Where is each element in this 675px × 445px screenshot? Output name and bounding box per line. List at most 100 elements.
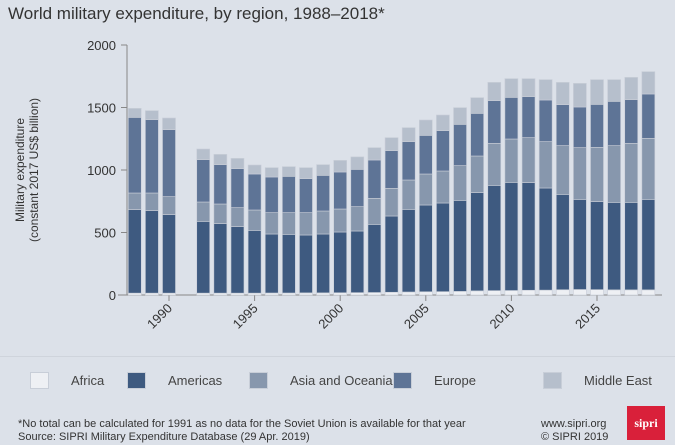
legend-swatch	[543, 372, 562, 389]
divider	[0, 356, 675, 357]
bar-asia-and-oceania-2016	[607, 145, 621, 203]
bar-americas-1989	[145, 210, 159, 294]
x-tick-label: 2005	[401, 301, 432, 332]
bar-middle-east-2015	[590, 79, 604, 105]
bar-europe-1992	[196, 159, 211, 203]
bar-asia-and-oceania-1999	[316, 210, 330, 235]
bar-americas-2010	[504, 182, 519, 291]
bar-asia-and-oceania-1993	[213, 203, 228, 224]
bar-africa-2013	[555, 289, 570, 296]
bar-middle-east-1993	[213, 154, 228, 165]
bar-asia-and-oceania-1998	[299, 212, 313, 236]
y-tick-label: 1000	[87, 163, 116, 178]
bar-europe-2000	[333, 171, 348, 210]
bar-europe-1989	[145, 119, 159, 194]
bar-americas-1996	[264, 233, 279, 294]
bar-africa-2008	[470, 290, 484, 296]
bar-europe-2004	[401, 141, 416, 181]
legend-item: Europe	[393, 372, 476, 389]
bar-middle-east-2008	[470, 97, 484, 114]
bar-middle-east-1992	[196, 148, 211, 160]
source-note: Source: SIPRI Military Expenditure Datab…	[18, 431, 310, 443]
bar-europe-1993	[213, 164, 228, 205]
bar-americas-2005	[418, 204, 433, 293]
chart-title: World military expenditure, by region, 1…	[8, 4, 385, 23]
bar-europe-2006	[436, 130, 450, 172]
legend-swatch	[393, 372, 412, 389]
bar-americas-2017	[624, 202, 639, 291]
bar-africa-1999	[316, 292, 330, 296]
bar-europe-2009	[487, 100, 502, 144]
x-tick-label: 2000	[315, 301, 346, 332]
bar-middle-east-1999	[316, 164, 330, 176]
bar-europe-2002	[367, 159, 382, 199]
bar-middle-east-1998	[299, 167, 313, 179]
bar-africa-2002	[367, 292, 382, 296]
bar-europe-2017	[624, 99, 639, 144]
legend-item: Africa	[30, 372, 104, 389]
bar-middle-east-2009	[487, 82, 502, 101]
y-tick-label: 1500	[87, 101, 116, 116]
bar-americas-1992	[196, 221, 211, 294]
bar-americas-1990	[162, 214, 176, 294]
bar-middle-east-2010	[504, 78, 519, 98]
bar-africa-2018	[641, 289, 656, 296]
bar-europe-2016	[607, 101, 621, 146]
bar-africa-2012	[538, 289, 553, 296]
x-tick-label: 2015	[572, 301, 603, 332]
bar-asia-and-oceania-2015	[590, 147, 604, 202]
bar-europe-2018	[641, 93, 656, 139]
bar-europe-1994	[230, 168, 245, 208]
bar-middle-east-2011	[521, 78, 536, 97]
bar-africa-2017	[624, 289, 639, 296]
bar-asia-and-oceania-2006	[436, 170, 450, 204]
bar-americas-2012	[538, 187, 553, 291]
bar-asia-and-oceania-2011	[521, 137, 536, 183]
bar-africa-2009	[487, 290, 502, 296]
bar-europe-1996	[264, 176, 279, 213]
bar-africa-1998	[299, 292, 313, 296]
bar-europe-1998	[299, 178, 313, 213]
bar-middle-east-2012	[538, 79, 553, 101]
bar-africa-2007	[453, 291, 467, 296]
bar-europe-2011	[521, 96, 536, 138]
legend-item: Americas	[127, 372, 222, 389]
y-tick-label: 0	[109, 288, 116, 303]
bar-americas-1993	[213, 223, 228, 294]
bar-americas-2008	[470, 192, 484, 292]
bar-africa-2014	[573, 289, 587, 296]
bar-americas-2000	[333, 231, 348, 294]
bar-americas-2015	[590, 201, 604, 290]
x-tick-label: 2010	[486, 301, 517, 332]
bar-asia-and-oceania-2010	[504, 138, 519, 183]
bar-europe-1988	[127, 117, 142, 194]
bar-middle-east-2003	[384, 137, 399, 151]
bar-middle-east-1990	[162, 117, 176, 130]
x-tick-label: 1990	[144, 301, 175, 332]
bar-europe-2012	[538, 99, 553, 142]
bar-asia-and-oceania-2003	[384, 188, 399, 217]
bar-asia-and-oceania-2008	[470, 155, 484, 193]
y-tick-label: 500	[94, 226, 116, 241]
bar-asia-and-oceania-2000	[333, 208, 348, 233]
bar-middle-east-1995	[247, 164, 262, 175]
bar-americas-1994	[230, 226, 245, 294]
bar-asia-and-oceania-2005	[418, 173, 433, 206]
legend-label: Americas	[168, 373, 223, 388]
bar-africa-2011	[521, 289, 536, 296]
bar-europe-1999	[316, 175, 330, 212]
bar-europe-1997	[282, 176, 296, 213]
bar-middle-east-2002	[367, 147, 382, 161]
bar-americas-2001	[350, 230, 365, 293]
bar-europe-2001	[350, 169, 365, 207]
bar-middle-east-2016	[607, 79, 621, 102]
bar-europe-2007	[453, 124, 467, 166]
legend-swatch	[127, 372, 146, 389]
bar-americas-1998	[299, 234, 313, 294]
y-tick-label: 2000	[87, 38, 116, 53]
website-link[interactable]: www.sipri.org	[541, 418, 607, 430]
legend-swatch	[30, 372, 49, 389]
bar-americas-2004	[401, 209, 416, 293]
footnote: *No total can be calculated for 1991 as …	[18, 418, 466, 430]
legend-item: Asia and Oceania	[249, 372, 393, 389]
